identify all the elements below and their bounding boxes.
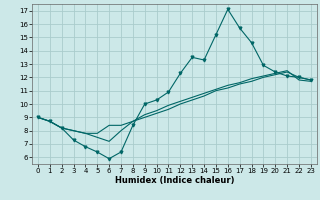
X-axis label: Humidex (Indice chaleur): Humidex (Indice chaleur) [115, 176, 234, 185]
